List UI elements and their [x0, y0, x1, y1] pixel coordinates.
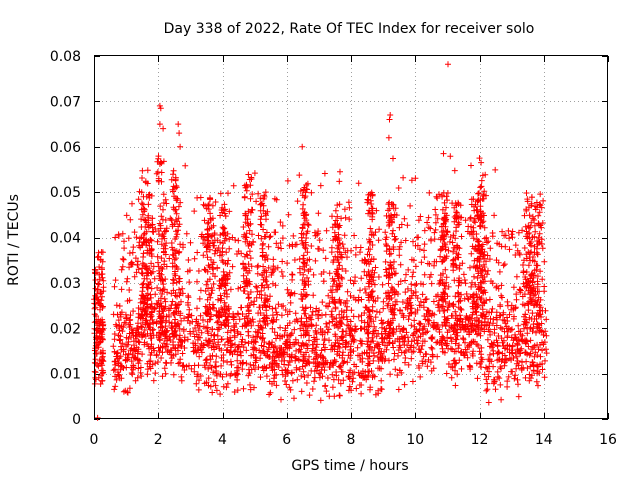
- y-tick-label: 0.01: [50, 367, 81, 383]
- x-tick-label: 16: [599, 432, 617, 448]
- x-tick-label: 2: [154, 432, 163, 448]
- y-axis-label: ROTI / TECUs: [6, 194, 22, 286]
- chart-title: Day 338 of 2022, Rate Of TEC Index for r…: [164, 21, 535, 37]
- x-tick-label: 6: [282, 432, 291, 448]
- data-points: [91, 61, 550, 421]
- y-tick-label: 0: [72, 412, 81, 428]
- y-tick-label: 0.07: [50, 94, 81, 110]
- y-tick-labels: 0 0.01 0.02 0.03 0.04 0.05 0.06 0.07 0.08: [50, 49, 81, 428]
- roti-points: [91, 61, 550, 421]
- y-tick-label: 0.02: [50, 321, 81, 337]
- x-tick-labels: 0 2 4 6 8 10 12 14 16: [90, 432, 617, 448]
- x-tick-label: 8: [347, 432, 356, 448]
- x-tick-label: 12: [471, 432, 489, 448]
- y-tick-label: 0.06: [50, 140, 81, 156]
- y-tick-label: 0.03: [50, 276, 81, 292]
- x-tick-label: 10: [406, 432, 424, 448]
- plot-frame: [94, 55, 608, 419]
- x-tick-label: 14: [535, 432, 553, 448]
- x-tick-label: 4: [218, 432, 227, 448]
- x-tick-label: 0: [90, 432, 99, 448]
- y-tick-label: 0.04: [50, 231, 81, 247]
- x-axis-label: GPS time / hours: [291, 458, 408, 474]
- y-tick-label: 0.05: [50, 185, 81, 201]
- y-tick-label: 0.08: [50, 49, 81, 65]
